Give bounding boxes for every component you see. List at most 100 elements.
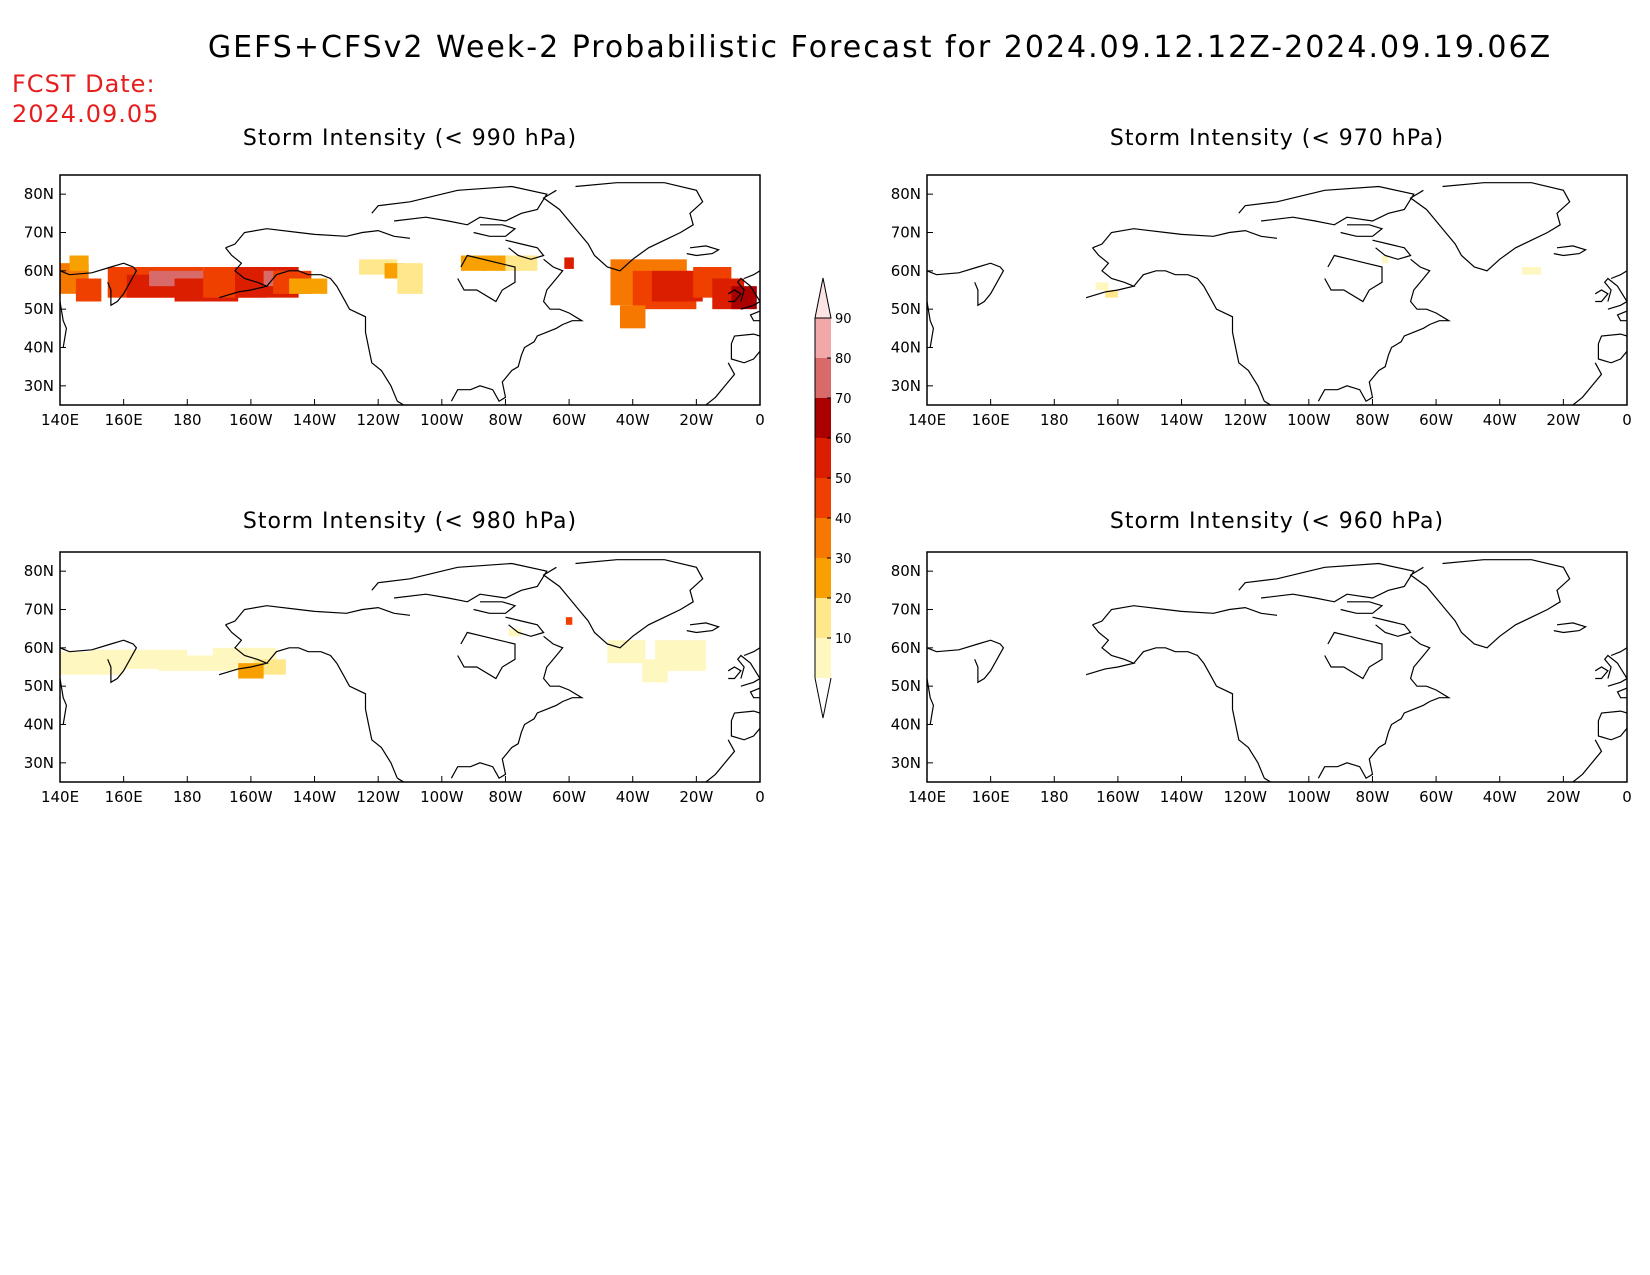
map-frame <box>59 174 761 406</box>
coastline <box>1317 635 1451 780</box>
longitude-tick-label: 180 <box>173 411 202 429</box>
coastline <box>705 362 736 405</box>
probability-area <box>483 255 509 271</box>
map-panel-4: Storm Intensity (< 960 hPa) 140E 160E 180 16… <box>891 509 1632 806</box>
longitude-tick-label: 160W <box>229 411 273 429</box>
longitude-tick-label: 100W <box>420 411 464 429</box>
coastline <box>1085 624 1136 676</box>
longitude-tick-label: 40W <box>616 788 650 806</box>
coastline <box>1616 310 1627 322</box>
coastline <box>225 228 411 249</box>
forecast-date-value: 2024.09.05 <box>12 100 160 128</box>
colorbar-label: 90 <box>835 312 852 327</box>
probability-area <box>620 305 646 329</box>
coastline <box>1238 185 1415 226</box>
longitude-tick-label: 20W <box>1546 788 1580 806</box>
coastline <box>1085 247 1136 299</box>
coastline <box>749 310 760 322</box>
longitude-tick-label: 40W <box>616 411 650 429</box>
colorbar-label: 10 <box>835 632 852 647</box>
coastline <box>686 245 721 257</box>
probability-area <box>289 278 328 294</box>
map-frame <box>926 174 1628 406</box>
longitude-tick-label: 0 <box>1622 411 1632 429</box>
colorbar: 10 20 30 40 50 60 70 80 90 <box>814 277 852 719</box>
longitude-tick-label: 120W <box>1223 411 1267 429</box>
coastline <box>542 182 704 272</box>
longitude-tick-label: 40W <box>1483 411 1517 429</box>
coastline <box>1238 562 1415 603</box>
longitude-tick-label: 180 <box>173 788 202 806</box>
longitude-tick-label: 140E <box>41 788 79 806</box>
coastline <box>1610 270 1627 280</box>
latitude-tick-label: 40N <box>24 716 54 734</box>
coastline <box>457 631 516 680</box>
longitude-tick-label: 80W <box>1355 788 1389 806</box>
colorbar-label: 50 <box>835 472 852 487</box>
coastline <box>1372 616 1412 637</box>
coastline <box>1597 710 1627 741</box>
forecast-date-label: FCST Date: <box>12 70 156 98</box>
longitude-tick-label: 160W <box>229 788 273 806</box>
probability-area <box>1382 255 1389 264</box>
coastline <box>1572 362 1603 405</box>
coastline <box>1372 239 1412 260</box>
coastline <box>1317 258 1451 403</box>
coastline <box>218 624 269 676</box>
latitude-tick-label: 80N <box>24 185 54 203</box>
probability-area <box>69 255 89 271</box>
longitude-tick-label: 80W <box>488 411 522 429</box>
panel-title: Storm Intensity (< 970 hPa) <box>1110 126 1444 151</box>
colorbar-label: 80 <box>835 352 852 367</box>
coastline <box>927 301 935 348</box>
coastline <box>736 654 760 687</box>
panel-title: Storm Intensity (< 990 hPa) <box>243 126 577 151</box>
probability-area <box>564 257 574 269</box>
latitude-tick-label: 40N <box>891 339 921 357</box>
longitude-tick-label: 160E <box>105 411 143 429</box>
probability-area <box>1522 267 1542 275</box>
probability-area <box>565 617 573 625</box>
coastline <box>1324 254 1383 303</box>
probability-area <box>238 663 264 679</box>
latitude-tick-label: 30N <box>891 377 921 395</box>
longitude-tick-label: 80W <box>1355 411 1389 429</box>
coastline <box>1340 601 1384 614</box>
coastline <box>686 622 721 634</box>
map-frame <box>59 551 761 783</box>
coastline <box>60 639 138 684</box>
coastline <box>1409 182 1571 272</box>
colorbar-label: 40 <box>835 512 852 527</box>
longitude-tick-label: 100W <box>420 788 464 806</box>
longitude-tick-label: 0 <box>755 411 765 429</box>
longitude-tick-label: 120W <box>1223 788 1267 806</box>
longitude-tick-label: 20W <box>1546 411 1580 429</box>
coastline <box>1610 647 1627 657</box>
coastline <box>505 616 545 637</box>
latitude-tick-label: 70N <box>24 601 54 619</box>
colorbar-segment <box>815 438 831 478</box>
colorbar-bottom-triangle <box>814 677 832 719</box>
coastline <box>371 562 548 603</box>
longitude-tick-label: 60W <box>1419 788 1453 806</box>
latitude-tick-label: 30N <box>24 754 54 772</box>
longitude-tick-label: 140W <box>293 788 337 806</box>
coastline <box>1133 270 1265 402</box>
longitude-tick-label: 0 <box>1622 788 1632 806</box>
longitude-tick-label: 160E <box>972 788 1010 806</box>
coastline <box>1553 245 1588 257</box>
coastline <box>1092 228 1278 249</box>
longitude-tick-label: 60W <box>552 411 586 429</box>
latitude-tick-label: 50N <box>24 300 54 318</box>
coastline <box>1597 333 1627 364</box>
coastline <box>1133 647 1265 779</box>
coastline <box>743 647 760 657</box>
latitude-tick-label: 30N <box>24 377 54 395</box>
colorbar-segment <box>815 518 831 558</box>
longitude-tick-label: 120W <box>356 411 400 429</box>
latitude-tick-label: 60N <box>24 639 54 657</box>
coastline <box>1340 224 1384 237</box>
colorbar-segment <box>815 478 831 518</box>
colorbar-segment <box>815 558 831 598</box>
